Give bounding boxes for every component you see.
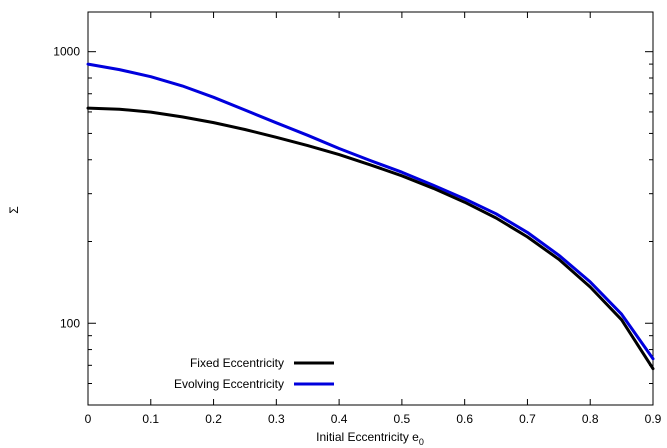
legend-label-evolving: Evolving Eccentricity	[174, 377, 284, 391]
series-line-fixed-eccentricity	[86, 106, 655, 371]
y-tick-label: 1000	[53, 45, 80, 59]
x-axis-ticks: 0 0.1 0.2 0.3 0.4 0.5 0.6 0.7 0.8 0.9	[85, 12, 662, 426]
series-line-evolving-eccentricity	[86, 62, 655, 361]
x-axis-label-main: Initial Eccentricity e	[316, 430, 419, 444]
x-tick-label: 0.4	[331, 412, 348, 426]
x-tick-label: 0.6	[456, 412, 473, 426]
x-tick-label: 0.9	[645, 412, 662, 426]
plot-frame	[87, 11, 654, 406]
legend-label-fixed: Fixed Eccentricity	[190, 356, 284, 370]
series-layer	[86, 62, 655, 371]
y-axis-ticks: 100 1000	[53, 45, 653, 406]
x-tick-label: 0.1	[142, 412, 159, 426]
x-tick-label: 0	[85, 412, 92, 426]
x-axis-label: Initial Eccentricity e0	[316, 430, 424, 447]
x-tick-label: 0.7	[519, 412, 536, 426]
x-tick-label: 0.2	[205, 412, 222, 426]
y-axis-label: Σ	[7, 206, 21, 213]
x-tick-label: 0.5	[394, 412, 411, 426]
x-axis-label-subscript: 0	[419, 437, 424, 447]
x-tick-label: 0.8	[582, 412, 599, 426]
x-tick-label: 0.3	[268, 412, 285, 426]
legend: Fixed Eccentricity Evolving Eccentricity	[174, 356, 334, 391]
y-tick-label: 100	[60, 316, 80, 330]
